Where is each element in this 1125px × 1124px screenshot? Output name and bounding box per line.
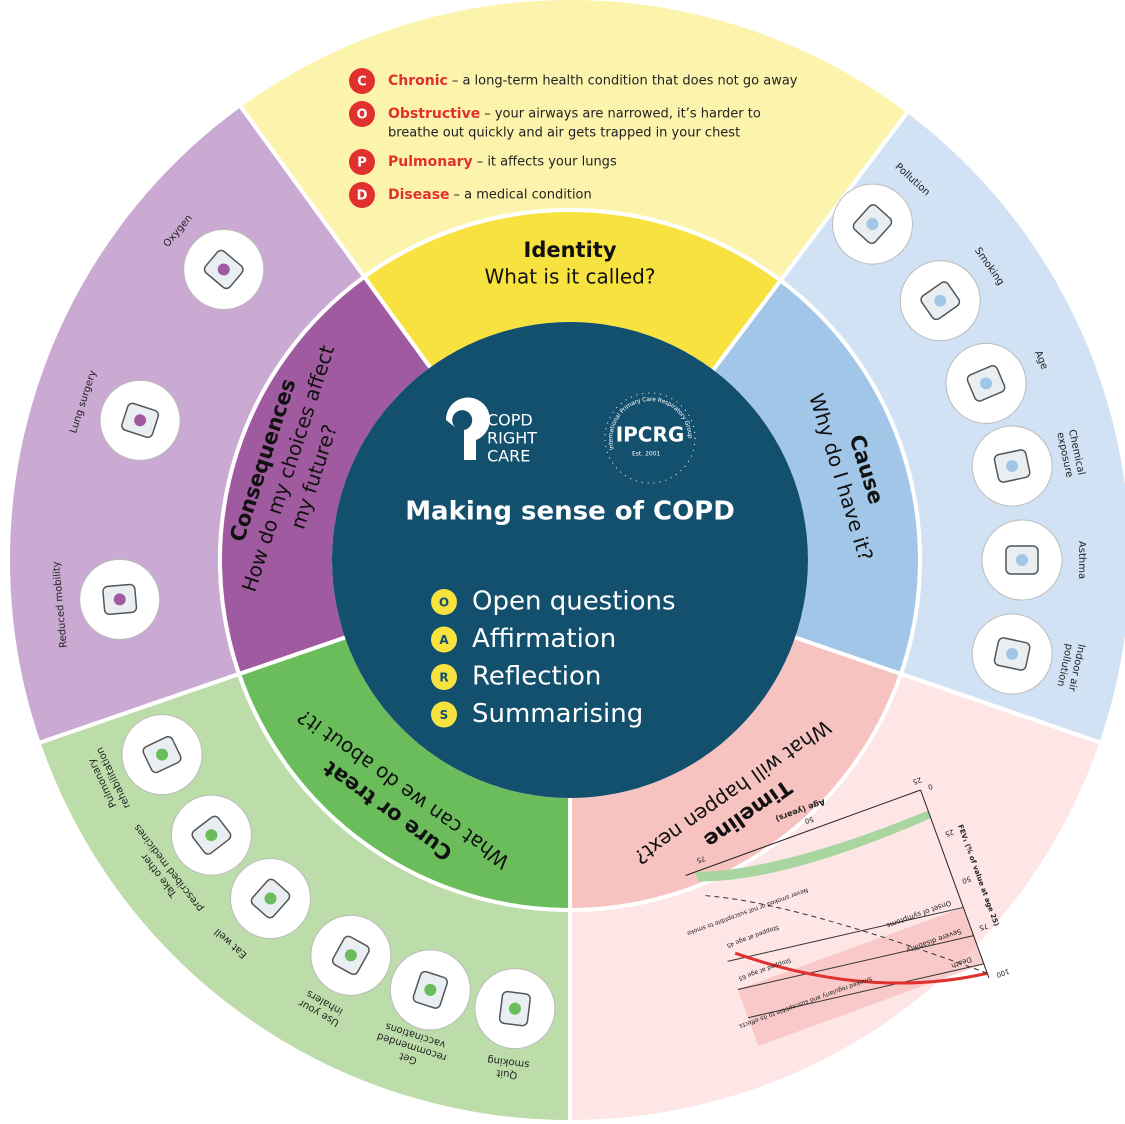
ipcrg-est: Est. 2001 — [632, 451, 661, 458]
icon-glyph — [499, 991, 531, 1026]
definition: breathe out quickly and air gets trapped… — [388, 126, 740, 141]
icon-glyph — [994, 637, 1031, 671]
ipcrg-logo: IPCRG — [616, 423, 685, 447]
copd-logo-text: COPD — [487, 411, 533, 430]
oars-word: Reflection — [472, 662, 601, 692]
oars-letter: O — [439, 596, 449, 610]
oars-word: Affirmation — [472, 624, 616, 654]
copd-logo-text: RIGHT — [487, 429, 537, 448]
letter: D — [357, 189, 368, 204]
icon-glyph — [103, 584, 137, 615]
icon-glyph — [994, 449, 1031, 483]
definition: – a medical condition — [454, 188, 592, 203]
term: Obstructive — [388, 106, 480, 122]
letter: P — [357, 156, 367, 171]
y-tick: 100 — [995, 967, 1010, 979]
oars-letter: R — [439, 671, 448, 685]
definition: – a long-term health condition that does… — [452, 74, 798, 89]
definition: – your airways are narrowed, it’s harder… — [484, 107, 761, 122]
sector-title: Identity — [523, 238, 616, 262]
icon-label-text: Asthma — [1076, 541, 1087, 579]
letter: O — [356, 108, 367, 123]
icon-accent — [1016, 554, 1028, 566]
icon-glyph — [1006, 546, 1038, 574]
term: Pulmonary — [388, 154, 473, 170]
term: Chronic — [388, 73, 448, 89]
oars-word: Open questions — [472, 587, 676, 617]
copd-wheel: IdentityWhat is it called?CauseWhy do I … — [0, 0, 1125, 1124]
definition: – it affects your lungs — [477, 155, 617, 170]
center-title: Making sense of COPD — [405, 497, 735, 527]
copd-logo-text: CARE — [487, 447, 530, 466]
term: Disease — [388, 187, 450, 203]
oars-letter: S — [440, 708, 449, 722]
letter: C — [357, 75, 367, 90]
sector-question: What is it called? — [485, 265, 656, 289]
oars-word: Summarising — [472, 699, 643, 729]
oars-letter: A — [439, 633, 449, 647]
icon-label: Asthma — [1076, 541, 1087, 579]
